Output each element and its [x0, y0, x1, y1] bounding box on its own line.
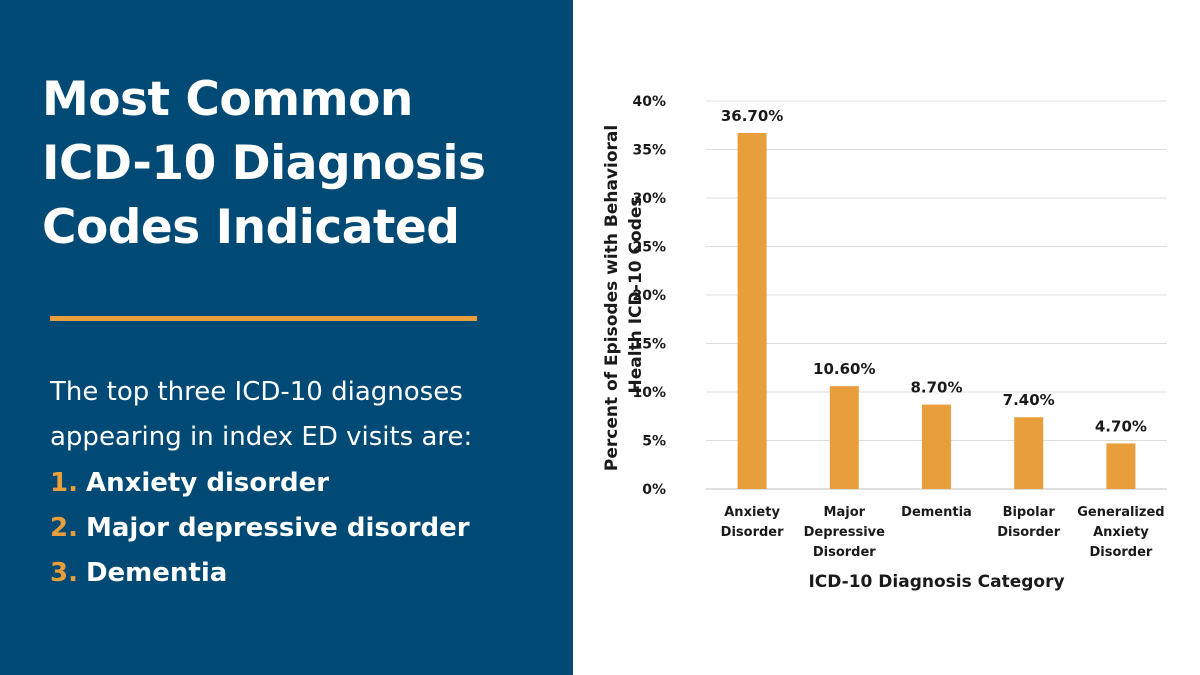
y-axis-ticks: 0% 5% 10% 15% 20% 25% 30% 35% 40%: [632, 94, 666, 498]
list-number: 2.: [50, 513, 78, 543]
y-tick-label: 30%: [632, 191, 666, 207]
y-tick-label: 20%: [632, 288, 666, 304]
x-tick-label: Bipolar Disorder: [997, 505, 1060, 540]
x-tick-label: Major Depressive Disorder: [804, 505, 886, 560]
x-tick-label-line: Depressive: [804, 525, 886, 540]
y-tick-label: 40%: [632, 94, 666, 110]
list-number: 1.: [50, 468, 78, 498]
data-label: 36.70%: [721, 107, 783, 125]
x-tick-label-line: Anxiety: [724, 505, 780, 520]
y-tick-label: 25%: [632, 240, 666, 256]
title-line: Most Common: [42, 72, 413, 127]
x-tick-label-line: Dementia: [901, 505, 972, 520]
x-tick-label-line: Disorder: [1089, 545, 1152, 560]
list-text: Dementia: [85, 558, 228, 588]
list-text: Major depressive disorder: [85, 513, 470, 543]
y-tick-label: 35%: [632, 143, 666, 159]
title-line: ICD-10 Diagnosis: [42, 136, 486, 191]
y-axis-title-line: Health ICD-10 Codes: [626, 196, 646, 393]
data-label: 10.60%: [813, 360, 875, 378]
x-tick-label: Dementia: [901, 505, 972, 520]
bar: [829, 386, 859, 489]
x-tick-label-line: Disorder: [721, 525, 784, 540]
accent-divider: [50, 316, 477, 321]
x-tick-label-line: Bipolar: [1003, 505, 1056, 520]
x-axis-title: ICD-10 Diagnosis Category: [808, 572, 1064, 592]
list-text: Anxiety disorder: [85, 468, 330, 498]
list-item: 3. Dementia: [50, 551, 470, 596]
bar: [737, 133, 767, 489]
y-axis-title: Percent of Episodes with Behavioral Heal…: [602, 119, 646, 471]
x-tick-label-line: Disorder: [813, 545, 876, 560]
list-item: 2. Major depressive disorder: [50, 506, 470, 551]
x-tick-label-line: Major: [824, 505, 866, 520]
y-tick-label: 15%: [632, 337, 666, 353]
data-label: 4.70%: [1095, 417, 1147, 435]
bars: [737, 133, 1136, 489]
x-tick-label: Generalized Anxiety Disorder: [1077, 505, 1164, 560]
list-item: 1. Anxiety disorder: [50, 461, 470, 506]
intro-text: The top three ICD-10 diagnoses appearing…: [50, 370, 565, 460]
y-tick-label: 5%: [642, 434, 666, 450]
bar-chart: 0% 5% 10% 15% 20% 25% 30% 35% 40% 36.70% 10.60% 8.…: [602, 94, 1167, 592]
x-tick-label: Anxiety Disorder: [721, 505, 784, 540]
slide-title: Most Common ICD-10 Diagnosis Codes Indic…: [42, 68, 562, 260]
data-label: 7.40%: [1003, 391, 1055, 409]
x-tick-label-line: Generalized: [1077, 505, 1164, 520]
bar: [922, 404, 951, 489]
left-panel: Most Common ICD-10 Diagnosis Codes Indic…: [0, 0, 573, 675]
data-label: 8.70%: [910, 379, 962, 397]
top-diagnoses-list: 1. Anxiety disorder 2. Major depressive di…: [50, 461, 470, 596]
intro-line: appearing in index ED visits are:: [50, 422, 473, 452]
gridlines: [706, 100, 1167, 490]
x-tick-label-line: Anxiety: [1093, 525, 1149, 540]
y-tick-label: 0%: [642, 482, 666, 498]
list-number: 3.: [50, 558, 78, 588]
x-axis-categories: Anxiety Disorder Major Depressive Disorder De…: [721, 505, 1165, 560]
bar: [1106, 443, 1136, 489]
x-tick-label-line: Disorder: [997, 525, 1060, 540]
title-line: Codes Indicated: [42, 200, 460, 255]
y-tick-label: 10%: [632, 385, 666, 401]
intro-line: The top three ICD-10 diagnoses: [50, 377, 463, 407]
y-axis-title-line: Percent of Episodes with Behavioral: [602, 125, 622, 471]
data-labels: 36.70% 10.60% 8.70% 7.40% 4.70%: [721, 107, 1147, 435]
bar: [1014, 417, 1044, 489]
